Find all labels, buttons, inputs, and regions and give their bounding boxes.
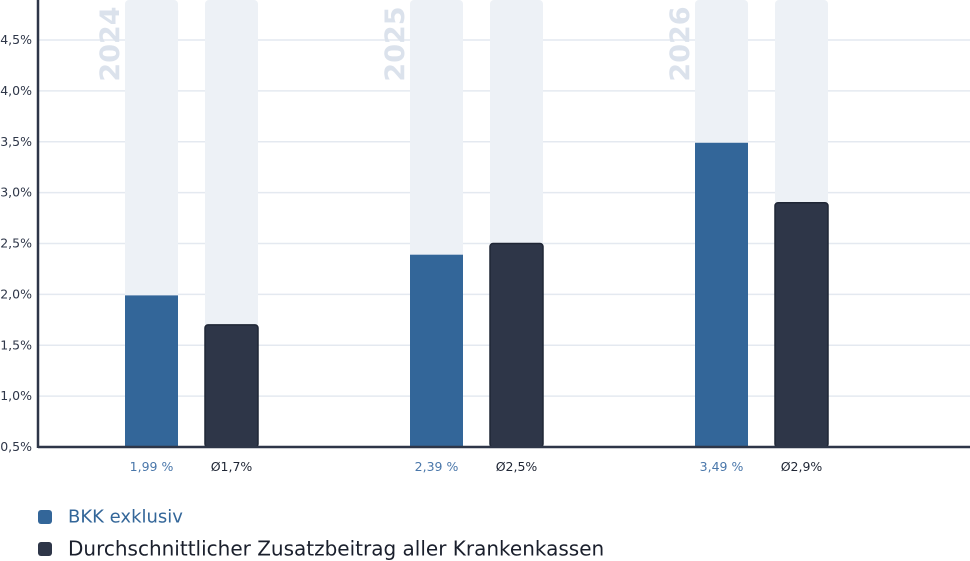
bar [774,202,829,448]
value-label: 3,49 % [700,459,744,474]
year-label: 2024 [95,6,126,81]
bar [695,142,748,447]
year-label: 2026 [665,6,696,81]
legend-label: Durchschnittlicher Zusatzbeitrag aller K… [68,536,605,561]
legend-swatch [38,510,52,524]
legend-label: BKK exklusiv [68,506,183,528]
bar [489,242,544,448]
year-label: 2025 [380,6,411,81]
bar [125,295,178,447]
y-tick-label: 3,5% [0,134,32,149]
value-label: Ø2,9% [781,459,823,474]
value-label: Ø1,7% [211,459,253,474]
value-label: Ø2,5% [496,459,538,474]
y-tick-label: 1,5% [0,337,32,352]
value-label: 2,39 % [415,459,459,474]
bar [410,254,463,447]
y-tick-label: 1,0% [0,388,32,403]
legend-item-bkk: BKK exklusiv [38,506,183,528]
y-tick-label: 2,0% [0,286,32,301]
y-tick-label: 3,0% [0,185,32,200]
legend-item-average: Durchschnittlicher Zusatzbeitrag aller K… [38,535,604,561]
y-tick-label: 4,0% [0,83,32,98]
y-tick-label: 4,5% [0,32,32,47]
y-tick-label: 2,5% [0,236,32,251]
legend-swatch [38,541,52,556]
value-label: 1,99 % [130,459,174,474]
bar-chart: 0,5% 1,0% 1,5% 2,0% 2,5% 3,0% 3,5% 4,0% 4,5% 2024… [0,0,970,474]
bar [204,324,259,448]
y-tick-label: 0,5% [0,439,32,454]
